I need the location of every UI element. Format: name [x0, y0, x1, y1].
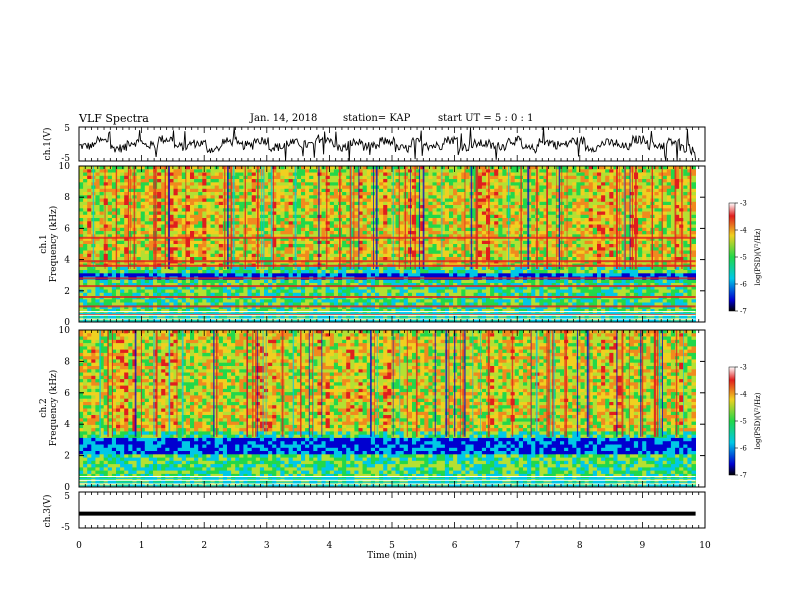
ch1-ylabel: ch.1(V) [42, 128, 53, 161]
colorbar-ch1: -3 -4 -5 -6 -7 log(PSD)(V²/Hz) [728, 200, 762, 316]
time-tick-label: 4 [327, 541, 333, 551]
ch2-spectrogram-panel: 0 2 4 6 8 10 ch.2 Frequency (kHz) [39, 326, 706, 493]
colorbar-tick-label: -7 [740, 308, 747, 316]
date-label: Jan. 14, 2018 [250, 113, 318, 124]
time-tick-label: 8 [577, 541, 583, 551]
ch3-ytick-top: 5 [64, 492, 70, 502]
colorbar-tick-label: -4 [740, 391, 747, 399]
ch2-freq-ylabel: Frequency (kHz) [48, 370, 59, 447]
colorbar-ch2-label: log(PSD)(V²/Hz) [754, 392, 762, 449]
spec1-ytick-label: 4 [64, 256, 70, 266]
figure-title: VLF Spectra [79, 112, 149, 125]
spec2-ytick-label: 4 [64, 420, 70, 430]
time-tick-label: 9 [640, 541, 646, 551]
colorbar-ch1-label: log(PSD)(V²/Hz) [754, 228, 762, 285]
ch1-ytick-bottom: -5 [61, 154, 70, 164]
ch1-ytick-top: 5 [64, 124, 70, 134]
ch2-spectrogram-image [79, 330, 705, 488]
time-tick-labels: 0 1 2 3 4 5 6 7 8 9 10 [76, 541, 711, 551]
ch2-ylabel-channel: ch.2 [39, 398, 49, 417]
spec1-ytick-label: 0 [64, 318, 70, 328]
time-tick-label: 7 [514, 541, 520, 551]
spec1-ytick-label: 10 [59, 162, 71, 172]
colorbar-tick-label: -3 [740, 364, 747, 372]
ch1-ylabel-channel: ch.1 [39, 234, 49, 253]
time-tick-label: 3 [264, 541, 270, 551]
time-tick-label: 5 [389, 541, 395, 551]
ch1-waveform-line [78, 127, 697, 162]
spec1-ytick-label: 8 [64, 193, 70, 203]
spec2-ytick-label: 2 [64, 452, 70, 462]
spec2-ytick-label: 10 [59, 326, 71, 336]
ch1-freq-ylabel: Frequency (kHz) [48, 206, 59, 283]
time-tick-label: 1 [139, 541, 145, 551]
colorbar-tick-label: -6 [740, 445, 747, 453]
spec2-ytick-label: 6 [64, 389, 70, 399]
spec2-ytick-label: 0 [64, 483, 70, 493]
ch3-ylabel: ch.3(V) [42, 495, 53, 528]
start-time-label: start UT = 5 : 0 : 1 [438, 113, 534, 124]
time-tick-label: 10 [699, 541, 711, 551]
spec2-ytick-label: 8 [64, 357, 70, 367]
x-axis-label: Time (min) [367, 550, 417, 561]
colorbar-tick-label: -7 [740, 472, 747, 480]
colorbar-tick-label: -5 [740, 254, 747, 262]
time-tick-label: 0 [76, 541, 82, 551]
colorbar-tick-label: -4 [740, 227, 747, 235]
time-tick-label: 6 [452, 541, 458, 551]
spec1-ytick-label: 2 [64, 287, 70, 297]
spec1-ytick-label: 6 [64, 224, 70, 234]
time-ticks [78, 127, 706, 528]
colorbar-tick-label: -5 [740, 418, 747, 426]
ch3-ytick-bottom: -5 [61, 523, 70, 533]
station-label: station= KAP [343, 113, 411, 124]
colorbar-tick-label: -3 [740, 200, 747, 208]
ch1-spectrogram-image [79, 166, 705, 323]
ch1-spectrogram-panel: 0 2 4 6 8 10 ch.1 Frequency (kHz) [39, 162, 706, 328]
time-tick-label: 2 [201, 541, 207, 551]
colorbar-tick-label: -6 [740, 281, 747, 289]
colorbar-ch2: -3 -4 -5 -6 -7 log(PSD)(V²/Hz) [728, 364, 762, 480]
